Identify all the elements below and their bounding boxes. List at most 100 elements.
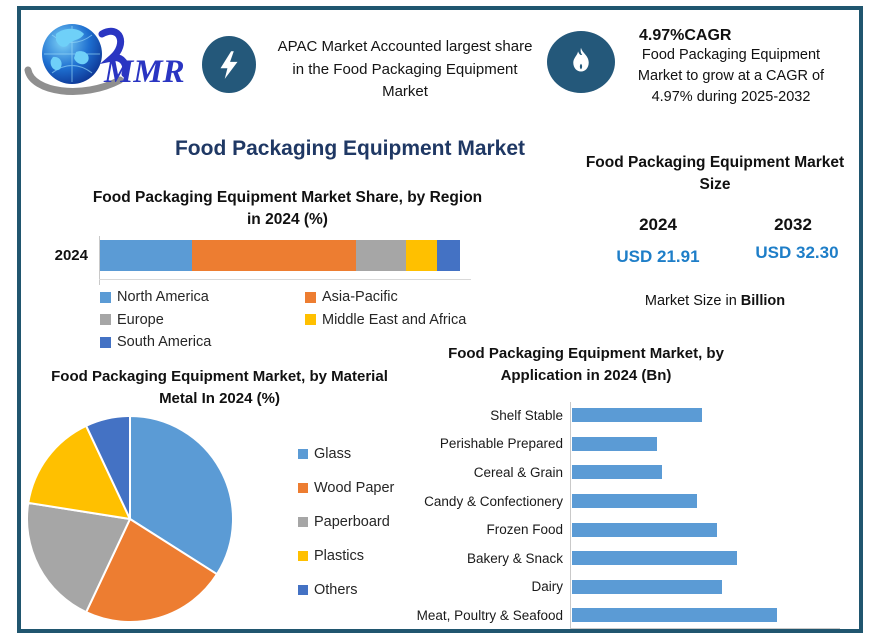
application-bar-track <box>571 579 840 594</box>
mmr-globe-logo: MMR <box>24 24 185 95</box>
legend-label: Asia-Pacific <box>322 289 398 306</box>
application-axis-vertical <box>570 402 571 628</box>
logo-text: MMR <box>103 54 185 90</box>
legend-swatch-europe <box>100 314 111 326</box>
legend-swatch-south-america <box>100 336 111 348</box>
legend-item-europe: Europe <box>100 309 211 332</box>
region-segment-asia-pacific <box>191 240 356 271</box>
legend-item-wood-paper: Wood Paper <box>298 471 394 505</box>
application-bar-shelf-stable <box>572 408 702 423</box>
globe-gridlines <box>44 26 100 82</box>
pie-slice-paperboard <box>26 501 131 614</box>
flame-badge <box>547 31 615 93</box>
application-row-candy-confectionery: Candy & Confectionery <box>380 487 840 516</box>
application-chart-title: Food Packaging Equipment Market, by Appl… <box>448 345 724 384</box>
legend-label: Middle East and Africa <box>322 311 467 328</box>
highlight-text: APAC Market Accounted largest share in t… <box>277 38 533 100</box>
region-axis-horizontal <box>99 279 471 280</box>
cagr-headline: 4.97%CAGR <box>639 27 732 44</box>
application-bar-track <box>571 551 840 566</box>
region-legend-col2: Asia-Pacific Middle East and Africa <box>305 286 466 331</box>
application-bar-dairy <box>572 579 722 594</box>
legend-label: Paperboard <box>314 514 390 530</box>
legend-label: South America <box>117 334 212 351</box>
market-size-year-2024: 2024 <box>639 215 677 234</box>
market-size-title: Food Packaging Equipment Market Size <box>585 154 845 194</box>
application-bar-track <box>571 436 840 451</box>
application-row-meat-poultry-seafood: Meat, Poultry & Seafood <box>380 601 840 630</box>
application-bar-track <box>571 608 840 623</box>
market-size-year-2032: 2032 <box>774 215 812 234</box>
pie-slice-others <box>85 415 131 520</box>
application-category-label: Bakery & Snack <box>466 550 563 566</box>
application-category-label: Shelf Stable <box>490 407 563 423</box>
application-row-shelf-stable: Shelf Stable <box>380 401 840 430</box>
region-axis-vertical <box>99 236 100 285</box>
region-segment-south-america <box>436 240 460 271</box>
application-row-frozen-food: Frozen Food <box>380 515 840 544</box>
application-bar-track <box>571 494 840 509</box>
legend-item-middle-east-and-africa: Middle East and Africa <box>305 309 466 332</box>
application-bar-track <box>571 465 840 480</box>
legend-item-others: Others <box>298 573 394 607</box>
region-chart-title: Food Packaging Equipment Market Share, b… <box>92 189 483 229</box>
region-segment-north-america <box>100 240 192 271</box>
application-row-cereal-grain: Cereal & Grain <box>380 458 840 487</box>
legend-swatch-others <box>298 585 308 595</box>
application-category-label: Candy & Confectionery <box>424 493 563 509</box>
material-pie-svg <box>26 415 234 623</box>
globe-continent-north <box>56 28 84 47</box>
cagr-stat-block: 4.97%CAGR Food Packaging Equipment Marke… <box>625 27 837 108</box>
application-row-bakery-snack: Bakery & Snack <box>380 544 840 573</box>
legend-item-asia-pacific: Asia-Pacific <box>305 286 466 309</box>
globe-continent-south <box>50 56 62 71</box>
market-size-value-2024: USD 21.91 <box>616 247 700 266</box>
globe-continent-east <box>74 51 89 65</box>
region-legend-col1: North America Europe South America <box>100 286 211 354</box>
legend-item-south-america: South America <box>100 331 211 354</box>
legend-label: Glass <box>314 446 352 462</box>
legend-item-paperboard: Paperboard <box>298 505 394 539</box>
application-row-dairy: Dairy <box>380 573 840 602</box>
market-size-note-unit: Billion <box>740 293 786 309</box>
legend-item-glass: Glass <box>298 437 394 471</box>
application-bar-track <box>571 522 840 537</box>
application-category-label: Cereal & Grain <box>473 464 563 480</box>
legend-label: Others <box>314 582 358 598</box>
application-chart-rows: Shelf Stable Perishable Prepared Cereal & … <box>380 401 840 630</box>
material-chart-title: Food Packaging Equipment Market, by Mate… <box>51 368 388 407</box>
market-size-note-prefix: Market Size in <box>644 293 741 309</box>
page-border-frame <box>17 6 863 633</box>
application-category-label: Meat, Poultry & Seafood <box>416 607 563 623</box>
cagr-body: Food Packaging Equipment Market to grow … <box>637 47 825 106</box>
application-row-perishable-prepared: Perishable Prepared <box>380 430 840 459</box>
page-title: Food Packaging Equipment Market <box>174 137 526 160</box>
application-axis-horizontal <box>570 628 840 629</box>
legend-item-plastics: Plastics <box>298 539 394 573</box>
region-segment-europe <box>355 240 406 271</box>
legend-swatch-wood-paper <box>298 483 308 493</box>
region-stacked-bar <box>100 240 460 271</box>
application-category-label: Dairy <box>531 579 563 595</box>
flame-icon <box>573 47 589 72</box>
logo-swoosh-gray <box>24 66 124 95</box>
legend-swatch-north-america <box>100 291 111 303</box>
material-pie-legend: Glass Wood Paper Paperboard Plastics Others <box>298 437 394 607</box>
market-size-note: Market Size in Billion <box>585 293 845 309</box>
pie-slice-plastics <box>27 424 131 520</box>
application-bar-meat-poultry-seafood <box>572 608 777 623</box>
logo-swoosh-blue <box>98 28 130 78</box>
lightning-icon <box>220 50 238 79</box>
legend-swatch-paperboard <box>298 517 308 527</box>
application-bar-cereal-grain <box>572 465 662 480</box>
application-bar-frozen-food <box>572 522 717 537</box>
legend-item-north-america: North America <box>100 286 211 309</box>
legend-label: Europe <box>117 311 164 328</box>
application-bar-track <box>571 408 840 423</box>
application-category-label: Perishable Prepared <box>439 436 563 452</box>
legend-swatch-glass <box>298 449 308 459</box>
legend-swatch-plastics <box>298 551 308 561</box>
application-bar-bakery-snack <box>572 551 737 566</box>
legend-label: Plastics <box>314 548 364 564</box>
region-year-label: 2024 <box>54 247 88 264</box>
